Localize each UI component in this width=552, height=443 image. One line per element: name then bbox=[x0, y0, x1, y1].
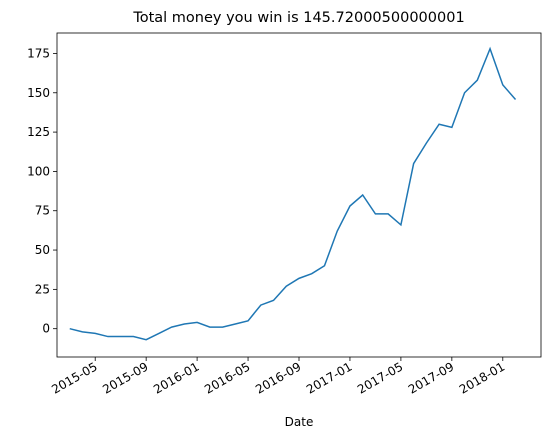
y-tick-label: 0 bbox=[42, 322, 50, 336]
y-tick-label: 75 bbox=[35, 204, 50, 218]
data-line bbox=[69, 46, 517, 341]
x-tick-label: 2017-01 bbox=[304, 359, 354, 396]
y-tick-label: 100 bbox=[27, 164, 50, 178]
x-tick-label: 2016-09 bbox=[253, 359, 303, 396]
y-tick-label: 175 bbox=[27, 46, 50, 60]
y-tick-label: 150 bbox=[27, 86, 50, 100]
x-tick-label: 2018-01 bbox=[457, 359, 507, 396]
x-tick-label: 2017-09 bbox=[406, 359, 456, 396]
y-tick-label: 125 bbox=[27, 125, 50, 139]
x-tick-label: 2017-05 bbox=[355, 359, 405, 396]
chart-title: Total money you win is 145.7200050000000… bbox=[132, 10, 464, 26]
y-tick-label: 50 bbox=[35, 243, 50, 257]
plot-frame bbox=[56, 32, 542, 358]
x-tick-label: 2016-05 bbox=[202, 359, 252, 396]
y-tick-label: 25 bbox=[35, 282, 50, 296]
x-tick-label: 2016-01 bbox=[151, 359, 201, 396]
x-tick-label: 2015-05 bbox=[49, 359, 99, 396]
x-axis-label: Date bbox=[285, 415, 314, 429]
x-tick-label: 2015-09 bbox=[100, 359, 150, 396]
